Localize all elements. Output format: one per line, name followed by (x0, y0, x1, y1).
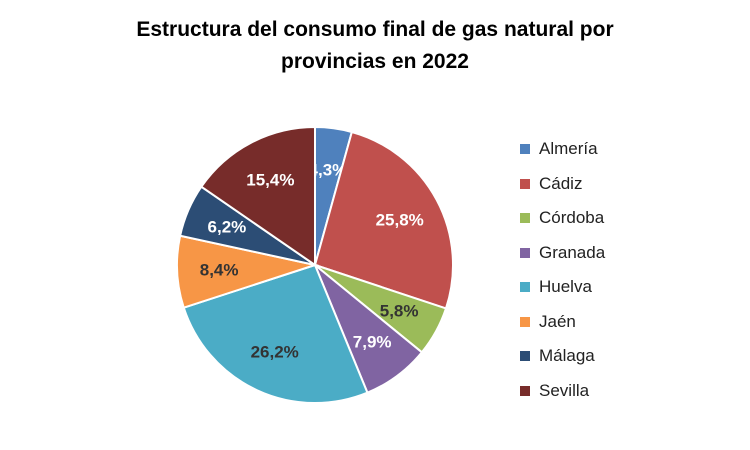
legend-label: Almería (539, 139, 598, 159)
data-label-almeria: 4,3% (309, 160, 348, 179)
legend-item-malaga: Málaga (520, 339, 605, 374)
data-label-huelva: 26,2% (251, 343, 299, 362)
legend-swatch (520, 351, 530, 362)
data-label-malaga: 6,2% (208, 217, 247, 236)
legend-item-cadiz: Cádiz (520, 167, 605, 202)
legend-item-cordoba: Córdoba (520, 201, 605, 236)
legend-swatch (520, 178, 530, 189)
chart-title-line-2: provincias en 2022 (281, 50, 469, 73)
chart-title-line-1: Estructura del consumo final de gas natu… (136, 18, 614, 41)
legend-label: Jaén (539, 311, 576, 331)
legend-label: Sevilla (539, 380, 590, 400)
legend-swatch (520, 213, 530, 224)
legend-label: Cádiz (539, 173, 583, 193)
pie-slice-cadiz (313, 130, 454, 310)
data-label-granada: 7,9% (353, 333, 392, 352)
legend-swatch (520, 385, 530, 396)
legend-swatch (520, 247, 530, 258)
legend-label: Córdoba (539, 208, 605, 228)
legend-swatch (520, 144, 530, 155)
legend-item-huelva: Huelva (520, 270, 605, 305)
legend-label: Huelva (539, 277, 592, 297)
data-label-cadiz: 25,8% (376, 210, 424, 229)
data-label-cordoba: 5,8% (380, 302, 419, 321)
legend: Almería Cádiz Córdoba Granada Huelva Jaén Mála… (520, 132, 605, 408)
pie-slice-sevilla (199, 125, 316, 267)
legend-item-granada: Granada (520, 236, 605, 271)
legend-item-almeria: Almería (520, 132, 605, 167)
legend-label: Málaga (539, 346, 595, 366)
data-label-sevilla: 15,4% (246, 171, 294, 190)
legend-item-sevilla: Sevilla (520, 374, 605, 409)
data-label-jaen: 8,4% (200, 260, 239, 279)
legend-label: Granada (539, 242, 606, 262)
chart-title: Estructura del consumo final de gas natu… (0, 14, 750, 78)
legend-swatch (520, 282, 530, 293)
legend-swatch (520, 316, 530, 327)
pie-slice-huelva (182, 263, 369, 404)
legend-item-jaen: Jaén (520, 305, 605, 340)
